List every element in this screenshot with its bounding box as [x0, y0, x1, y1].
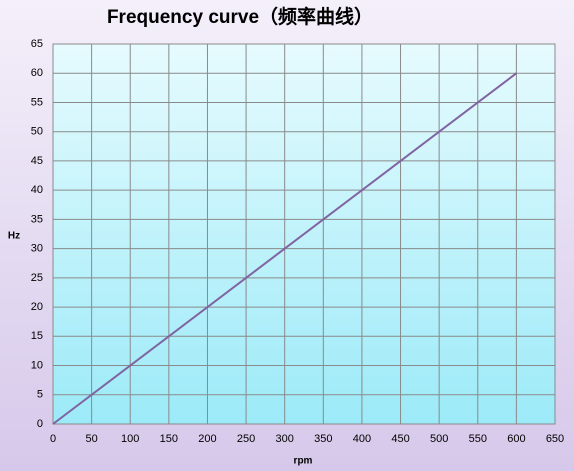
y-tick-label: 45 — [31, 155, 43, 167]
y-tick-label: 15 — [31, 330, 43, 342]
x-axis-label: rpm — [294, 456, 313, 467]
x-tick-label: 500 — [430, 433, 448, 445]
y-tick-label: 25 — [31, 272, 43, 284]
line — [52, 72, 517, 425]
y-axis-label: Hz — [8, 231, 20, 242]
y-tick-label: 60 — [31, 67, 43, 79]
x-tick-label: 650 — [546, 433, 564, 445]
y-tick-label: 35 — [31, 213, 43, 225]
x-tick-label: 550 — [469, 433, 487, 445]
x-tick-label: 150 — [160, 433, 178, 445]
x-tick-label: 250 — [237, 433, 255, 445]
x-tick-label: 50 — [85, 433, 97, 445]
x-tick-label: 0 — [50, 433, 56, 445]
y-tick-label: 5 — [37, 389, 43, 401]
y-tick-label: 30 — [31, 243, 43, 255]
x-tick-label: 200 — [198, 433, 216, 445]
y-tick-label: 55 — [31, 96, 43, 108]
y-tick-label: 50 — [31, 126, 43, 138]
x-tick-label: 300 — [276, 433, 294, 445]
chart-title: Frequency curve（频率曲线） — [107, 5, 373, 28]
x-tick-label: 100 — [121, 433, 139, 445]
x-tick-label: 450 — [391, 433, 409, 445]
y-tick-label: 40 — [31, 184, 43, 196]
y-tick-label: 20 — [31, 301, 43, 313]
y-tick-label: 0 — [37, 418, 43, 430]
x-tick-label: 600 — [507, 433, 525, 445]
plot-border — [52, 43, 556, 425]
y-tick-label: 65 — [31, 38, 43, 50]
y-tick-label: 10 — [31, 359, 43, 371]
x-tick-label: 350 — [314, 433, 332, 445]
x-tick-label: 400 — [353, 433, 371, 445]
